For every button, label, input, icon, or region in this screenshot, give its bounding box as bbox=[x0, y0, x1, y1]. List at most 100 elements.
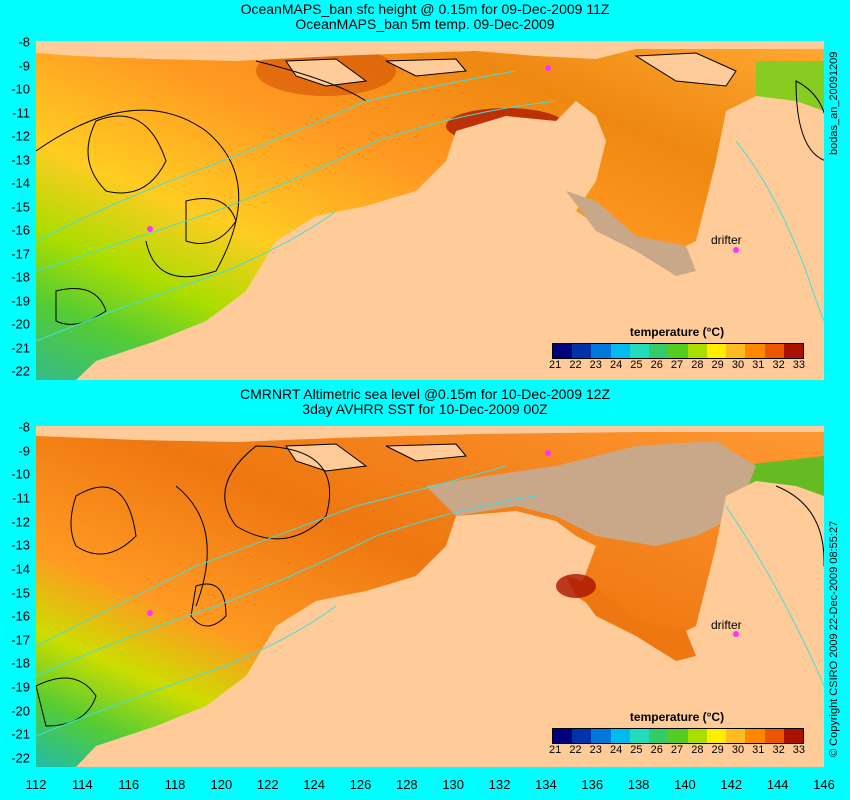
australia-land bbox=[76, 96, 824, 380]
drifter-marker bbox=[545, 450, 551, 456]
legend-tick-label: 33 bbox=[792, 744, 806, 756]
legend-ticks: 21 22 23 24 25 26 27 28 29 30 31 32 33 bbox=[545, 359, 809, 371]
legend-tick-label: 23 bbox=[589, 744, 602, 756]
bottom-drifter-label: drifter bbox=[711, 618, 742, 632]
longitude-tick: 134 bbox=[535, 777, 557, 792]
longitude-tick: 124 bbox=[303, 777, 325, 792]
legend-swatch bbox=[687, 344, 707, 358]
legend-title: temperature (°C) bbox=[629, 710, 725, 724]
island bbox=[285, 58, 368, 87]
latitude-tick: -21 bbox=[11, 340, 30, 355]
drifter-marker bbox=[733, 631, 739, 637]
top-latitude-axis: -8 -9 -10 -11 -12 -13 -14 -15 -16 -17 -18 -19 -20 -21… bbox=[0, 35, 30, 380]
bottom-latitude-axis: -8 -9 -10 -11 -12 -13 -14 -15 -16 -17 -18 -19 -20 -21… bbox=[0, 420, 30, 767]
island bbox=[285, 443, 368, 472]
latitude-tick: -17 bbox=[11, 632, 30, 648]
top-map bbox=[36, 41, 824, 380]
latitude-tick: -16 bbox=[11, 222, 30, 238]
island bbox=[385, 58, 467, 77]
legend-swatch bbox=[610, 344, 630, 358]
latitude-tick: -18 bbox=[11, 269, 30, 285]
legend-tick-label: 25 bbox=[630, 744, 643, 756]
latitude-tick: -20 bbox=[11, 316, 30, 332]
latitude-tick: -21 bbox=[11, 726, 30, 742]
legend-tick-label: 21 bbox=[549, 359, 562, 371]
latitude-tick: -8 bbox=[18, 34, 30, 50]
legend-tick-label: 28 bbox=[691, 744, 704, 756]
legend-swatch bbox=[591, 729, 611, 743]
legend-swatch bbox=[764, 344, 784, 358]
legend-swatch bbox=[591, 344, 611, 358]
latitude-tick: -8 bbox=[18, 419, 30, 435]
latitude-tick: -18 bbox=[11, 655, 30, 671]
legend-swatch bbox=[572, 729, 592, 743]
bottom-map bbox=[36, 426, 824, 767]
latitude-tick: -15 bbox=[11, 199, 30, 214]
legend-swatch bbox=[649, 729, 669, 743]
legend-tick-label: 30 bbox=[731, 744, 745, 756]
latitude-tick: -22 bbox=[11, 750, 30, 766]
legend-tick-label: 22 bbox=[569, 744, 582, 756]
isobath-lines bbox=[36, 70, 824, 342]
island bbox=[385, 443, 467, 462]
drifter-marker bbox=[147, 610, 153, 616]
bottom-temperature-legend: temperature (°C) 21 22 23 24 25 26 27 28 29 30 31 3… bbox=[549, 710, 809, 756]
longitude-tick: 126 bbox=[349, 777, 372, 792]
longitude-tick: 138 bbox=[627, 777, 650, 792]
latitude-tick: -12 bbox=[11, 514, 30, 530]
latitude-tick: -10 bbox=[11, 81, 30, 97]
island bbox=[36, 41, 824, 61]
legend-swatch bbox=[726, 344, 746, 358]
legend-tick-label: 29 bbox=[711, 744, 724, 756]
bottom-side-label: © Copyright CSIRO 2009 22-Dec-2009 08:55… bbox=[828, 520, 840, 757]
latitude-tick: -10 bbox=[11, 466, 30, 482]
bottom-title-line1: CMRNRT Altimetric sea level @0.15m for 1… bbox=[239, 386, 611, 402]
latitude-tick: -14 bbox=[11, 175, 30, 191]
latitude-tick: -15 bbox=[11, 585, 30, 600]
legend-tick-label: 24 bbox=[609, 359, 623, 371]
legend-swatch bbox=[572, 344, 592, 358]
longitude-tick: 116 bbox=[118, 777, 140, 792]
legend-tick-label: 22 bbox=[569, 359, 582, 371]
longitude-tick: 118 bbox=[164, 777, 186, 792]
legend-tick-label: 31 bbox=[752, 359, 765, 371]
longitude-tick: 144 bbox=[766, 777, 789, 792]
legend-swatch bbox=[629, 344, 650, 358]
bottom-map-panel bbox=[36, 426, 824, 767]
legend-tick-label: 32 bbox=[772, 744, 785, 756]
legend-colorbar bbox=[552, 728, 804, 744]
legend-ticks: 21 22 23 24 25 26 27 28 29 30 31 32 33 bbox=[545, 744, 809, 756]
legend-tick-label: 27 bbox=[670, 359, 684, 371]
height-contours bbox=[36, 445, 824, 727]
legend-swatch bbox=[745, 344, 765, 358]
longitude-tick: 140 bbox=[674, 777, 696, 792]
legend-tick-label: 31 bbox=[752, 744, 765, 756]
legend-tick-label: 33 bbox=[792, 359, 806, 371]
drifter-marker bbox=[147, 226, 153, 232]
drifter-marker bbox=[733, 247, 739, 253]
legend-tick-label: 24 bbox=[609, 744, 623, 756]
latitude-tick: -14 bbox=[11, 561, 30, 577]
island bbox=[36, 426, 824, 442]
longitude-tick: 136 bbox=[581, 777, 604, 792]
legend-swatch bbox=[726, 729, 746, 743]
legend-swatch bbox=[783, 729, 804, 743]
legend-swatch bbox=[629, 729, 650, 743]
latitude-tick: -11 bbox=[12, 490, 30, 506]
latitude-tick: -9 bbox=[18, 443, 30, 459]
bottom-title-line2: 3day AVHRR SST for 10-Dec-2009 00Z bbox=[302, 401, 548, 417]
warm-patch bbox=[566, 576, 696, 661]
top-map-panel bbox=[36, 41, 824, 380]
legend-swatch bbox=[783, 344, 804, 358]
longitude-tick: 128 bbox=[395, 777, 418, 792]
latitude-tick: -17 bbox=[11, 246, 30, 261]
longitude-tick: 120 bbox=[210, 777, 233, 792]
legend-tick-label: 21 bbox=[549, 744, 562, 756]
legend-swatch bbox=[553, 344, 573, 358]
top-drifter-label: drifter bbox=[711, 233, 742, 247]
latitude-tick: -19 bbox=[11, 293, 30, 308]
legend-tick-label: 32 bbox=[772, 359, 785, 371]
longitude-tick: 132 bbox=[488, 777, 511, 792]
legend-swatch bbox=[706, 344, 727, 358]
latitude-tick: -19 bbox=[11, 679, 30, 695]
